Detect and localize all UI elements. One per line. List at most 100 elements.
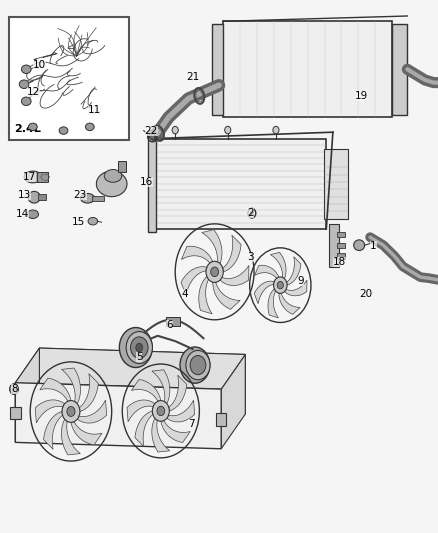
Bar <box>9 17 129 140</box>
Polygon shape <box>61 419 80 455</box>
Polygon shape <box>199 277 212 314</box>
Text: 7: 7 <box>188 419 195 429</box>
Ellipse shape <box>96 171 127 197</box>
Polygon shape <box>39 348 245 414</box>
Ellipse shape <box>19 80 29 88</box>
Polygon shape <box>43 411 63 449</box>
Polygon shape <box>221 354 245 449</box>
Polygon shape <box>181 246 213 263</box>
Polygon shape <box>167 400 194 422</box>
Bar <box>392 24 407 115</box>
Ellipse shape <box>180 347 210 383</box>
Polygon shape <box>35 400 65 423</box>
Ellipse shape <box>27 210 39 219</box>
Text: 12: 12 <box>27 87 40 96</box>
Text: 8: 8 <box>11 384 18 394</box>
Ellipse shape <box>28 191 40 203</box>
Bar <box>223 21 392 117</box>
Circle shape <box>211 267 219 277</box>
Polygon shape <box>254 265 279 278</box>
Circle shape <box>157 406 165 416</box>
Bar <box>324 149 348 219</box>
Polygon shape <box>152 370 170 403</box>
Polygon shape <box>220 265 249 286</box>
Polygon shape <box>270 252 286 279</box>
Ellipse shape <box>85 123 94 131</box>
Circle shape <box>190 356 206 375</box>
Polygon shape <box>181 266 207 296</box>
Ellipse shape <box>353 240 364 251</box>
Circle shape <box>67 407 75 416</box>
Text: 3: 3 <box>247 252 254 262</box>
Circle shape <box>273 126 279 134</box>
Bar <box>10 407 21 419</box>
Polygon shape <box>40 378 71 401</box>
Ellipse shape <box>104 169 122 182</box>
Bar <box>148 136 156 232</box>
Polygon shape <box>279 293 300 314</box>
Ellipse shape <box>28 123 37 131</box>
Text: 18: 18 <box>333 257 346 267</box>
Polygon shape <box>161 421 190 442</box>
Bar <box>166 317 180 326</box>
Polygon shape <box>15 348 245 389</box>
Text: 16: 16 <box>140 177 153 187</box>
Text: 15: 15 <box>72 217 85 227</box>
Text: 10: 10 <box>33 60 46 70</box>
Bar <box>337 232 345 237</box>
Text: 4: 4 <box>182 289 188 299</box>
Circle shape <box>10 384 18 394</box>
Ellipse shape <box>186 351 210 379</box>
Bar <box>337 243 345 248</box>
Circle shape <box>274 277 287 293</box>
Text: 22: 22 <box>145 126 158 135</box>
Polygon shape <box>268 289 279 318</box>
Polygon shape <box>202 230 222 264</box>
Circle shape <box>172 126 178 134</box>
Circle shape <box>225 126 231 134</box>
Polygon shape <box>131 379 161 401</box>
Polygon shape <box>71 422 102 445</box>
Bar <box>37 172 48 182</box>
Text: 11: 11 <box>88 106 101 115</box>
Circle shape <box>131 337 148 358</box>
Ellipse shape <box>21 65 31 74</box>
Polygon shape <box>285 280 307 296</box>
Polygon shape <box>169 375 187 411</box>
Polygon shape <box>152 418 170 452</box>
Bar <box>328 224 339 266</box>
Text: 2: 2 <box>247 208 254 218</box>
Text: 2.4L: 2.4L <box>14 124 41 134</box>
Bar <box>216 413 226 426</box>
Polygon shape <box>213 282 240 309</box>
Text: 1: 1 <box>370 241 377 251</box>
Polygon shape <box>79 374 99 411</box>
Text: 5: 5 <box>136 352 142 362</box>
Bar <box>212 24 223 115</box>
Bar <box>337 253 345 259</box>
Polygon shape <box>135 411 153 447</box>
Circle shape <box>277 281 283 289</box>
Text: 14: 14 <box>15 209 28 219</box>
Text: 21: 21 <box>186 72 199 82</box>
Polygon shape <box>254 281 274 304</box>
Bar <box>155 139 326 229</box>
Polygon shape <box>286 257 301 285</box>
Polygon shape <box>15 383 221 449</box>
Ellipse shape <box>81 193 95 203</box>
Polygon shape <box>127 400 155 422</box>
Circle shape <box>250 211 254 215</box>
Ellipse shape <box>59 127 68 134</box>
Ellipse shape <box>24 171 42 183</box>
Ellipse shape <box>126 332 152 364</box>
Ellipse shape <box>119 327 152 368</box>
Text: 23: 23 <box>74 190 87 199</box>
Bar <box>92 196 104 201</box>
Text: 17: 17 <box>23 172 36 182</box>
Bar <box>38 194 46 200</box>
Polygon shape <box>223 235 241 272</box>
Polygon shape <box>62 368 81 404</box>
Polygon shape <box>77 400 107 423</box>
Circle shape <box>136 343 143 352</box>
Text: 9: 9 <box>298 277 304 286</box>
